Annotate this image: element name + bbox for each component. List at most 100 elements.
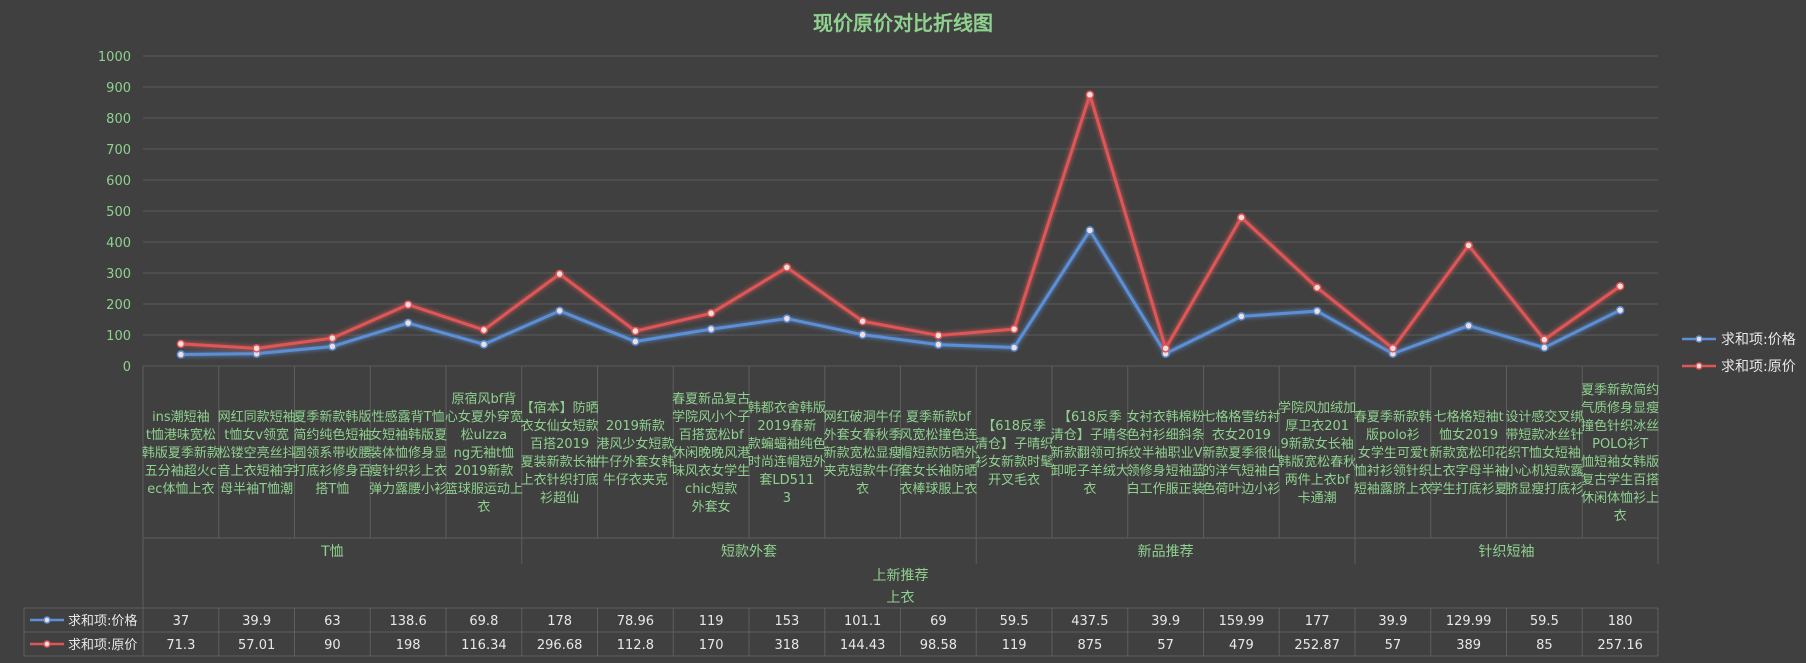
table-cell: 37 (173, 614, 190, 629)
table-cell: 85 (1536, 638, 1553, 653)
data-point (176, 339, 186, 349)
category-label: 网红破洞牛仔外套女春秋季新款宽松显瘦夹克短款牛仔衣网红破洞牛仔外套女春秋季新款宽… (824, 409, 902, 497)
data-point (858, 316, 867, 326)
category-label: 夏季新款韩版简约纯色短袖圆领系带收腰打底衫修身百搭T恤夏季新款韩版简约纯色短袖圆… (293, 409, 371, 497)
table-cell: 39.9 (242, 614, 271, 629)
category-label: 七格格短袖t 恤女2019 新款宽松印花上衣字母半袖学生打底衫夏七格格短袖t恤女20… (1430, 409, 1508, 497)
table-cell: 39.9 (1151, 614, 1180, 629)
table-legend-marker (43, 640, 51, 648)
category-label: 学院风加绒加厚卫衣201 9新款女长袖韩版宽松春秋两件上衣bf 卡通潮学院风加绒加厚… (1278, 400, 1356, 506)
table-cell: 69.8 (469, 614, 498, 629)
table-cell: 180 (1608, 614, 1633, 629)
y-tick-label: 300 (106, 267, 131, 282)
data-point (328, 333, 337, 343)
data-point (1085, 226, 1095, 235)
category-label: 【618反季清仓】子晴织衫女新款时髦开叉毛衣【618反季清仓】子晴织衫女新款时髦… (975, 419, 1053, 488)
table-cell: 389 (1456, 638, 1481, 653)
data-point (1540, 343, 1549, 352)
data-point (1388, 344, 1398, 353)
data-point (1464, 321, 1473, 330)
table-cell: 129.99 (1446, 614, 1492, 629)
data-point (858, 330, 867, 339)
series-line (180, 93, 1621, 350)
table-cell: 198 (396, 638, 421, 653)
series-line (180, 228, 1621, 357)
data-point (252, 344, 261, 353)
data-point (1009, 324, 1019, 334)
table-cell: 170 (699, 638, 724, 653)
table-cell: 178 (547, 614, 572, 629)
y-tick-label: 400 (106, 236, 131, 251)
group-label-level3: 上衣 (887, 590, 915, 606)
data-point (479, 325, 489, 335)
data-point (782, 314, 792, 323)
series-lines (176, 90, 1625, 359)
data-point (1615, 305, 1625, 315)
table-cell: 875 (1077, 638, 1102, 653)
data-point (706, 324, 716, 334)
table-cell: 437.5 (1071, 614, 1108, 629)
table-cell: 98.58 (920, 638, 957, 653)
data-point (555, 269, 564, 279)
y-tick-label: 1000 (98, 50, 131, 65)
y-axis: 0 100 200 300 400 500 600 700 800 900 1000 (98, 50, 131, 375)
table-cell: 78.96 (617, 614, 654, 629)
data-point (934, 340, 943, 349)
category-label: 七格格雪纺衬衣女2019 新款夏季很仙的洋气短袖白色荷叶边小衫七格格雪纺衬衣女20… (1202, 409, 1280, 497)
table-cell: 119 (699, 614, 724, 629)
data-point (1009, 343, 1019, 352)
table-cell: 479 (1229, 638, 1254, 653)
category-label: 春夏新品复古学院风小个子百搭宽松bf 休闲晚晚风港味风衣女学生 chic短款外套女春… (672, 391, 750, 515)
y-tick-label: 0 (123, 360, 131, 375)
table-cell: 144.43 (840, 638, 886, 653)
table-series-name: 求和项:原价 (68, 638, 137, 653)
chart-title: 现价原价对比折线图 (813, 11, 993, 35)
data-point (1161, 344, 1170, 353)
group-label: 针织短袖 (1479, 544, 1535, 560)
data-point (1237, 213, 1246, 222)
group-label-level2: 上新推荐 (873, 568, 929, 584)
table-cell: 59.5 (1530, 614, 1559, 629)
table-cell: 101.1 (844, 614, 881, 629)
legend-label: 求和项:原价 (1721, 359, 1796, 375)
group-label: 新品推荐 (1138, 544, 1194, 560)
table-cell: 116.34 (461, 638, 507, 653)
data-point (555, 306, 564, 316)
category-label: 春夏季新款韩版polo衫女学生可爱t 恤衬衫领针织短袖露脐上衣春夏季新款韩版pol… (1354, 409, 1432, 497)
data-point (1615, 282, 1625, 291)
data-point (1237, 312, 1246, 321)
y-tick-label: 700 (106, 143, 131, 158)
group-label: 短款外套 (721, 544, 777, 560)
category-label: 【618反季清仓】子晴冬新款翻领可拆卸呢子羊绒大衣【618反季清仓】子晴冬新款翻… (1051, 410, 1129, 497)
data-point (1085, 90, 1095, 99)
table-cell: 296.68 (537, 638, 583, 653)
group-label: T恤 (320, 544, 344, 560)
data-point (1540, 335, 1549, 344)
category-label: 夏季新款bf 风宽松撞色连帽短款防晒外套女长袖防晒衣棒球服上衣夏季新款bf风宽松撞… (899, 409, 977, 497)
data-point (706, 309, 716, 318)
table-cell: 59.5 (1000, 614, 1029, 629)
table-cell: 252.87 (1294, 638, 1340, 653)
y-tick-label: 500 (106, 205, 131, 220)
table-cell: 119 (1002, 638, 1027, 653)
table-legend-marker (43, 616, 51, 624)
category-label: ins潮短袖 t恤港味宽松韩版夏季新款五分袖超火c ec体恤上衣ins潮短袖t恤港味… (142, 410, 220, 497)
data-point (934, 331, 943, 340)
table-cell: 112.8 (617, 638, 654, 653)
category-label: 设计感交叉绑带短款冰丝针织T恤女短袖小心机短款露脐显瘦打底衫设计感交叉绑带短款冰… (1505, 409, 1583, 497)
table-cell: 57 (1157, 638, 1174, 653)
table-cell: 159.99 (1219, 614, 1265, 629)
category-label: 夏季新款简约气质修身显瘦撞色针织冰丝 POLO衫T 恤短袖女韩版复古学生百搭休闲体恤… (1581, 382, 1659, 524)
data-point (631, 326, 640, 336)
y-tick-label: 800 (106, 112, 131, 127)
data-point (403, 300, 413, 309)
legend-marker (1695, 335, 1703, 343)
category-label: 性感露背T恤女短袖韩版夏装体恤修身显瘦针织衫上衣弹力露腰小衫性感露背T恤女短袖韩… (369, 409, 447, 497)
data-point (1312, 283, 1322, 292)
category-label: 原宿风bf背心女夏外穿宽松ulzza ng无袖t恤 2019新款篮球服运动上衣原宿风… (445, 391, 523, 515)
category-labels: ins潮短袖 t恤港味宽松韩版夏季新款五分袖超火c ec体恤上衣ins潮短袖t恤港味… (142, 366, 1659, 538)
data-point (631, 337, 640, 346)
